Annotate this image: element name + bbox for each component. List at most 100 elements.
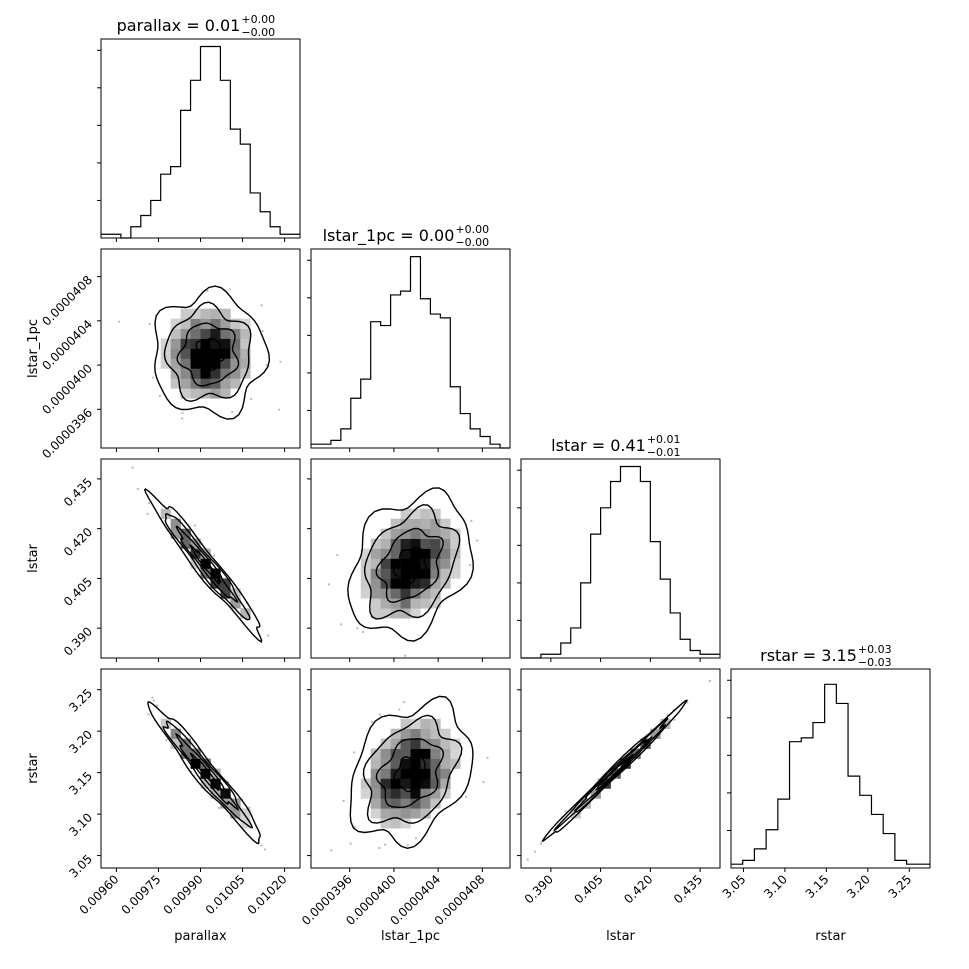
- sample-point: [378, 713, 381, 716]
- density-cell: [390, 588, 401, 599]
- density-cell: [580, 798, 591, 809]
- density-cell: [210, 358, 221, 369]
- density-cell: [180, 368, 191, 379]
- density-cell: [430, 508, 441, 519]
- density-cell: [370, 548, 381, 559]
- density-cell: [440, 518, 451, 529]
- y-tick-label: 0.405: [61, 575, 95, 609]
- sample-point: [374, 871, 376, 873]
- density-cell: [420, 778, 431, 789]
- panel-inner: [526, 680, 712, 861]
- contour-line: [375, 738, 445, 809]
- contour-line: [553, 717, 669, 832]
- density-cell: [370, 598, 381, 609]
- density-cell: [400, 768, 411, 779]
- density-cell: [450, 528, 461, 539]
- density-cell: [240, 358, 251, 369]
- density-cell: [360, 588, 371, 599]
- density-cell: [400, 728, 411, 739]
- density-cell: [170, 518, 181, 529]
- density-cell: [390, 528, 401, 539]
- density-cell: [430, 778, 441, 789]
- density-cell: [400, 588, 411, 599]
- density-cell: [390, 518, 401, 529]
- sample-point: [165, 739, 168, 742]
- panel-inner: [328, 487, 479, 657]
- density-cell: [380, 818, 391, 829]
- density-cell: [200, 348, 211, 359]
- sample-point: [353, 751, 356, 754]
- density-cell: [420, 588, 431, 599]
- density-cell: [410, 808, 421, 819]
- density-cell: [390, 538, 401, 549]
- sample-point: [304, 800, 306, 802]
- density-cell: [400, 548, 411, 559]
- density-cell: [400, 558, 411, 569]
- density-cell: [370, 558, 381, 569]
- density-cell: [160, 348, 171, 359]
- title-upper-error: +0.01: [647, 433, 681, 446]
- density-cell: [410, 718, 421, 729]
- panel-title-lstar_1pc: lstar_1pc = 0.00: [323, 226, 455, 246]
- sample-point: [406, 844, 409, 847]
- sample-point: [231, 411, 234, 414]
- density-cell: [180, 318, 191, 329]
- density-cell: [380, 798, 391, 809]
- density-cell: [380, 808, 391, 819]
- density-cell: [220, 378, 231, 389]
- sample-point: [342, 800, 345, 803]
- sample-point: [482, 781, 485, 784]
- density-cell: [360, 568, 371, 579]
- density-cell: [390, 818, 401, 829]
- density-cell: [220, 368, 231, 379]
- density-cell: [220, 328, 231, 339]
- density-cell: [230, 368, 241, 379]
- title-upper-error: +0.03: [858, 643, 892, 656]
- density-cell: [230, 808, 241, 819]
- sample-point: [263, 848, 266, 851]
- density-cell: [450, 568, 461, 579]
- y-tick-label: 3.25: [66, 686, 95, 715]
- sample-point: [279, 360, 282, 363]
- sample-point: [465, 796, 468, 799]
- panel-frame: [520, 458, 721, 659]
- hist-panel-lstar_1pc: lstar_1pc = 0.00 +0.00−0.00: [307, 223, 511, 449]
- density-cell: [380, 558, 391, 569]
- density-cell: [190, 548, 201, 559]
- density-cell: [400, 738, 411, 749]
- density-cell: [370, 588, 381, 599]
- sample-point: [147, 502, 150, 505]
- density-cell: [180, 358, 191, 369]
- title-lower-error: −0.01: [647, 446, 681, 459]
- density-cell: [230, 598, 241, 609]
- density-cell: [420, 568, 431, 579]
- title-lower-error: −0.00: [241, 26, 275, 39]
- x-tick-label: 3.10: [761, 872, 790, 901]
- density-cell: [230, 348, 241, 359]
- density-cell: [360, 778, 371, 789]
- density-cell: [380, 528, 391, 539]
- density-cell: [370, 798, 381, 809]
- pair-panel-parallax-rstar: [100, 668, 301, 869]
- density-cell: [370, 808, 381, 819]
- density-cell: [240, 338, 251, 349]
- density-cell: [440, 538, 451, 549]
- density-cell: [440, 558, 451, 569]
- sample-point: [398, 708, 401, 711]
- density-cell: [450, 538, 461, 549]
- density-cell: [440, 528, 451, 539]
- density-cell: [410, 558, 421, 569]
- sample-point: [349, 842, 352, 845]
- sample-point: [476, 539, 479, 542]
- sample-point: [193, 524, 196, 527]
- density-cell: [570, 808, 581, 819]
- density-cell: [410, 538, 421, 549]
- density-cell: [410, 748, 421, 759]
- hist-panel-lstar: lstar = 0.41 +0.01−0.01: [517, 433, 721, 659]
- density-cell: [430, 718, 441, 729]
- density-cell: [400, 718, 411, 729]
- density-cell: [190, 308, 201, 319]
- density-cell: [220, 358, 231, 369]
- sample-point: [564, 810, 567, 813]
- density-cell: [410, 768, 421, 779]
